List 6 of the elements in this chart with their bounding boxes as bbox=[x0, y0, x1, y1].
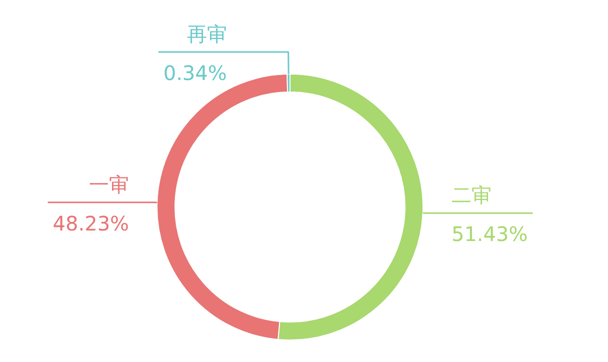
slice-label: 再审 bbox=[187, 22, 228, 46]
slice-label: 一审 bbox=[89, 172, 130, 196]
data-label: 51.43% bbox=[451, 222, 528, 246]
data-label: 48.23% bbox=[52, 211, 130, 236]
data-label: 0.34% bbox=[163, 61, 227, 86]
slice-label: 二审 bbox=[451, 183, 492, 208]
